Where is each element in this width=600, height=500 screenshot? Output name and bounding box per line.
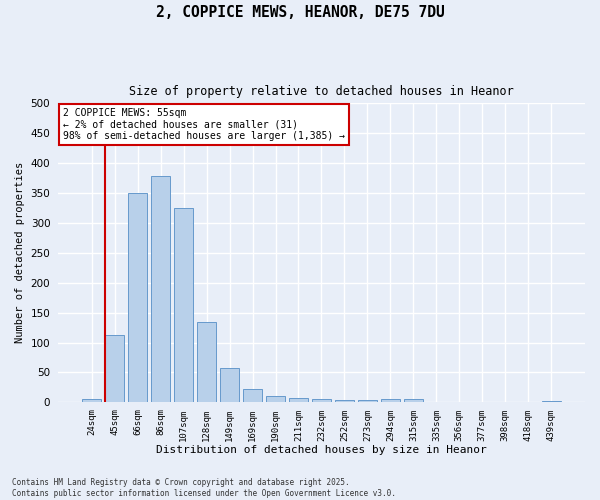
- Bar: [404, 400, 423, 402]
- Title: Size of property relative to detached houses in Heanor: Size of property relative to detached ho…: [129, 85, 514, 98]
- Bar: [380, 400, 400, 402]
- Y-axis label: Number of detached properties: Number of detached properties: [15, 162, 25, 344]
- Text: 2 COPPICE MEWS: 55sqm
← 2% of detached houses are smaller (31)
98% of semi-detac: 2 COPPICE MEWS: 55sqm ← 2% of detached h…: [63, 108, 345, 141]
- Bar: [243, 388, 262, 402]
- Bar: [197, 322, 217, 402]
- Bar: [289, 398, 308, 402]
- Bar: [266, 396, 285, 402]
- Bar: [312, 400, 331, 402]
- Bar: [105, 336, 124, 402]
- Text: 2, COPPICE MEWS, HEANOR, DE75 7DU: 2, COPPICE MEWS, HEANOR, DE75 7DU: [155, 5, 445, 20]
- Text: Contains HM Land Registry data © Crown copyright and database right 2025.
Contai: Contains HM Land Registry data © Crown c…: [12, 478, 396, 498]
- X-axis label: Distribution of detached houses by size in Heanor: Distribution of detached houses by size …: [156, 445, 487, 455]
- Bar: [174, 208, 193, 402]
- Bar: [220, 368, 239, 402]
- Bar: [542, 401, 561, 402]
- Bar: [82, 400, 101, 402]
- Bar: [358, 400, 377, 402]
- Bar: [335, 400, 354, 402]
- Bar: [128, 193, 148, 402]
- Bar: [151, 176, 170, 402]
